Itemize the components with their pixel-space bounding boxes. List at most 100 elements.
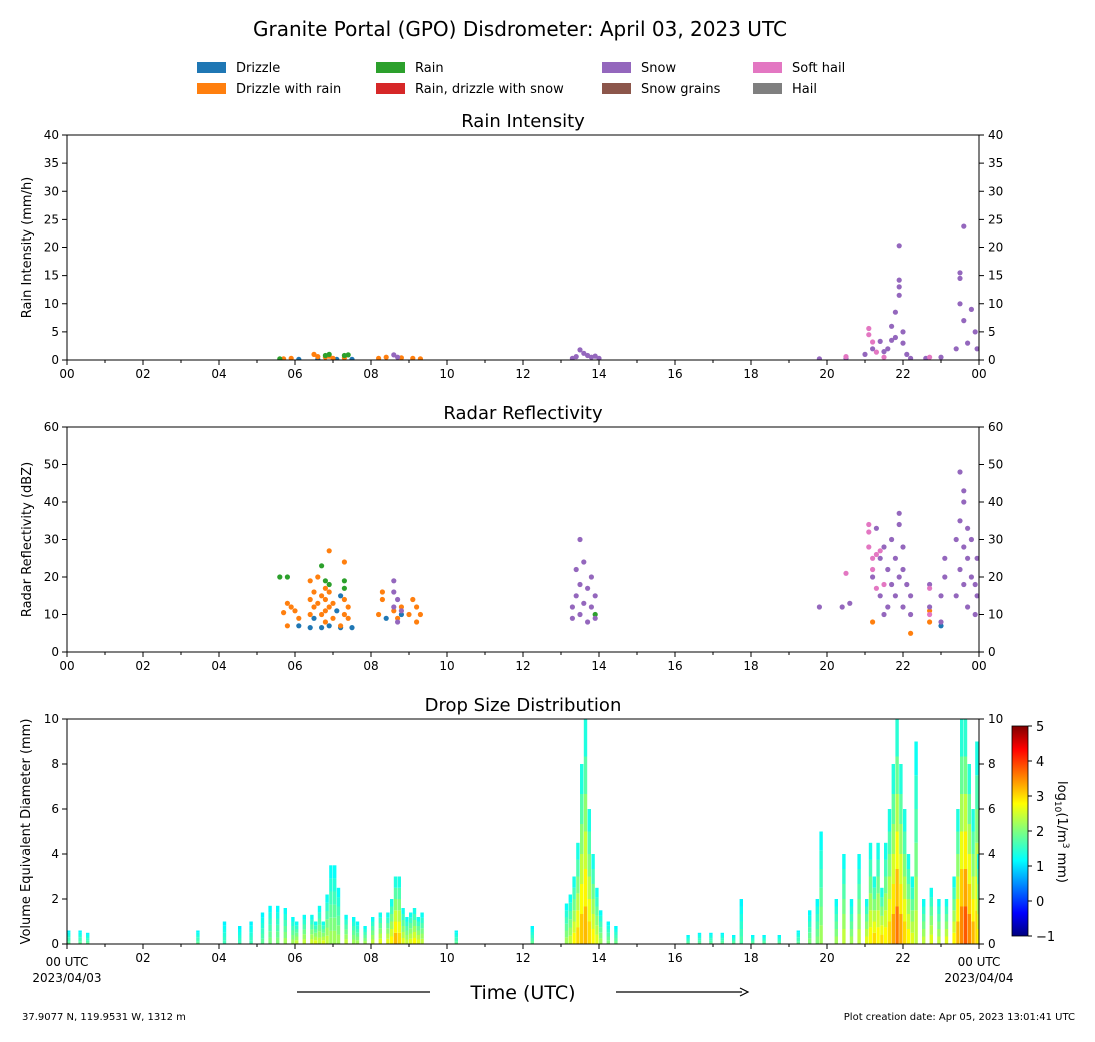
dsd-cell [599, 910, 603, 916]
dsd-cell [808, 938, 812, 944]
dsd-cell [344, 939, 348, 944]
dsd-cell [914, 741, 918, 776]
x-tick-label: 22 [895, 659, 910, 673]
data-point [588, 574, 595, 580]
dsd-cell [815, 929, 819, 937]
data-point [414, 619, 420, 625]
dsd-cell [386, 917, 390, 924]
dsd-cell [390, 921, 394, 929]
dsd-cell [842, 899, 846, 914]
data-point [957, 270, 963, 276]
dsd-cell [796, 937, 800, 940]
dsd-cell [401, 908, 405, 914]
dsd-cell [849, 914, 854, 922]
data-point [870, 574, 876, 580]
dsd-cell [872, 932, 876, 944]
data-point [896, 521, 902, 528]
dsd-cell [260, 923, 265, 929]
y-tick-label: 30 [988, 533, 1003, 547]
x-tick-label: 02 [135, 367, 150, 381]
dsd-cell [599, 921, 603, 928]
data-point [870, 346, 876, 352]
dsd-cell [819, 887, 823, 907]
dsd-cell [857, 884, 861, 899]
data-point [307, 578, 313, 584]
dsd-cell [906, 914, 911, 929]
colorbar-tick-label: 3 [1036, 790, 1044, 805]
data-point [957, 275, 963, 281]
dsd-cell [952, 910, 956, 922]
dsd-cell [876, 859, 880, 877]
data-point [927, 354, 933, 360]
dsd-cell [857, 854, 861, 869]
dsd-cell [86, 932, 90, 935]
data-point [961, 499, 967, 505]
dsd-cell [249, 940, 253, 944]
legend-label: Snow [641, 61, 676, 76]
data-point [873, 585, 880, 591]
data-point [288, 355, 294, 360]
data-point [588, 604, 595, 610]
dsd-cell [977, 914, 979, 929]
dsd-cell [260, 928, 265, 934]
data-point [839, 604, 845, 610]
y-tick-label: 40 [44, 495, 59, 509]
dsd-cell [393, 887, 398, 900]
dsd-cell [355, 921, 360, 926]
radar-reflectivity-panel: Radar Reflectivity Radar Reflectivity (dB… [20, 403, 1003, 673]
dsd-cell [386, 933, 390, 939]
y-tick-label: 0 [51, 645, 59, 659]
data-point [885, 604, 891, 610]
data-point [277, 356, 283, 360]
dsd-cell [363, 932, 367, 935]
x-tick-label: 08 [363, 367, 378, 381]
dsd-cell [352, 921, 356, 926]
data-point [938, 593, 944, 599]
dsd-cell [454, 939, 458, 942]
data-point [398, 355, 404, 360]
dsd-cell [971, 899, 975, 922]
data-point [957, 518, 963, 524]
plot-area [67, 719, 979, 944]
data-point [326, 589, 332, 595]
data-point [596, 355, 602, 360]
dsd-cell [222, 932, 227, 937]
dsd-cell [78, 941, 82, 944]
dsd-cell [67, 941, 71, 944]
dsd-cell [880, 925, 884, 935]
dsd-cell [903, 854, 907, 877]
panel-title: Radar Reflectivity [443, 403, 603, 424]
data-point [942, 555, 948, 561]
y-tick-label: 30 [44, 184, 59, 198]
dsd-cell [595, 925, 599, 935]
dsd-cell [314, 932, 318, 937]
data-point [896, 574, 902, 580]
dsd-cell [249, 936, 253, 941]
data-point [862, 351, 868, 357]
dsd-cell [583, 906, 588, 944]
x-tick-label: 18 [743, 951, 758, 965]
dsd-cell [401, 938, 405, 944]
dsd-cell [283, 932, 287, 938]
dsd-cell [891, 824, 895, 854]
dsd-cell [355, 936, 360, 941]
data-point [866, 521, 872, 528]
dsd-cell [412, 908, 417, 914]
data-point [881, 581, 887, 588]
dsd-cell [697, 934, 702, 937]
dsd-cell [393, 876, 398, 888]
data-point [395, 615, 401, 621]
dsd-cell [762, 939, 766, 941]
dsd-cell [420, 938, 424, 944]
dsd-cell [317, 905, 322, 913]
data-point [961, 223, 967, 229]
legend-swatch [376, 83, 405, 94]
dsd-cell [819, 869, 823, 888]
data-point [908, 355, 914, 360]
dsd-cell [352, 935, 356, 940]
dsd-cell [891, 884, 895, 914]
dsd-cell [595, 906, 599, 916]
dsd-cell [564, 910, 569, 918]
x-tick-label: 16 [667, 659, 682, 673]
